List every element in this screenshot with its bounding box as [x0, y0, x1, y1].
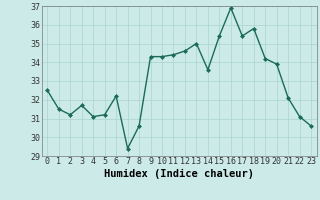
X-axis label: Humidex (Indice chaleur): Humidex (Indice chaleur) [104, 169, 254, 179]
